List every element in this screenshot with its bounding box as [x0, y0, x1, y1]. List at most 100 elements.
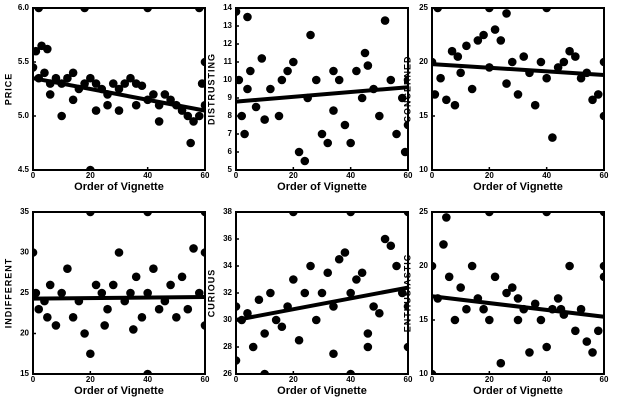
point — [154, 304, 164, 314]
point — [183, 111, 193, 121]
point — [45, 280, 55, 290]
point — [444, 272, 454, 282]
point — [392, 129, 401, 139]
point — [593, 326, 603, 336]
y-tick-label: 10 — [419, 165, 428, 174]
x-tick-label: 60 — [600, 375, 609, 384]
x-axis-label: Order of Vignette — [473, 181, 563, 193]
point — [530, 299, 540, 309]
points — [431, 211, 605, 375]
point — [363, 342, 373, 352]
y-axis-label: DISTRUSTING — [206, 53, 216, 125]
trend-line — [431, 294, 605, 319]
point — [243, 84, 252, 94]
x-tick-label: 40 — [143, 171, 152, 180]
plot-frame — [431, 211, 605, 375]
point — [450, 315, 460, 325]
point — [289, 57, 298, 67]
point — [63, 73, 72, 83]
point — [571, 52, 580, 61]
point — [86, 349, 95, 359]
point — [593, 90, 603, 99]
point — [542, 342, 551, 352]
point — [237, 111, 247, 121]
point — [266, 288, 275, 298]
point — [103, 100, 112, 110]
y-tick-label: 38 — [223, 207, 232, 216]
point — [166, 280, 175, 290]
x-tick-label: 20 — [485, 171, 494, 180]
x-axis-label: Order of Vignette — [277, 385, 367, 397]
point — [100, 321, 109, 330]
point — [183, 304, 193, 314]
point — [400, 147, 409, 157]
x-tick-label: 0 — [430, 171, 435, 180]
point — [32, 46, 41, 56]
x-tick-label: 40 — [346, 171, 355, 180]
point — [553, 63, 563, 72]
point — [360, 48, 370, 58]
x-tick-label: 20 — [485, 375, 494, 384]
point — [126, 288, 135, 298]
point — [588, 348, 597, 357]
point — [357, 93, 367, 103]
y-tick-label: 11 — [224, 57, 233, 66]
point — [375, 111, 384, 121]
y-tick-label: 15 — [419, 111, 428, 120]
point — [311, 315, 321, 325]
point — [40, 68, 49, 78]
trend-line — [32, 295, 206, 301]
x-tick-label: 40 — [346, 375, 355, 384]
point — [456, 68, 465, 78]
x-tick-label: 40 — [143, 375, 152, 384]
point — [254, 295, 264, 305]
x-tick-label: 0 — [31, 375, 36, 384]
point — [502, 79, 511, 88]
x-tick-label: 60 — [600, 171, 609, 180]
point — [375, 308, 384, 318]
point — [490, 272, 500, 282]
point — [43, 44, 52, 54]
x-tick-label: 60 — [404, 171, 413, 180]
point — [131, 272, 141, 282]
point — [108, 79, 118, 88]
point — [34, 304, 44, 314]
panel: 0 20 40 60 26 28 30 32 34 36 38 Order of Vignette CU… — [206, 207, 413, 397]
point — [114, 106, 124, 115]
y-tick-label: 6.0 — [18, 3, 30, 12]
point — [160, 90, 170, 99]
y-tick-label: 34 — [223, 261, 232, 270]
point — [131, 100, 141, 110]
point — [91, 280, 101, 290]
point — [513, 294, 523, 303]
y-axis-label: CURIOUS — [206, 269, 216, 318]
x-tick-label: 60 — [201, 171, 210, 180]
point — [137, 81, 147, 91]
point — [91, 106, 101, 115]
y-tick-label: 7 — [228, 129, 233, 138]
y-tick-label: 30 — [223, 315, 232, 324]
point — [542, 73, 551, 83]
point — [559, 57, 569, 67]
y-tick-label: 26 — [223, 369, 232, 378]
point — [513, 90, 523, 99]
x-tick-label: 60 — [201, 375, 210, 384]
point — [277, 322, 287, 332]
y-axis-label: PRICE — [3, 73, 13, 106]
panel: 0 20 40 60 10 15 20 25 Order of Vignette ENTHUSIA… — [402, 207, 609, 397]
y-tick-label: 12 — [223, 39, 232, 48]
point — [576, 73, 586, 83]
point — [479, 30, 488, 40]
trend-line — [32, 76, 206, 113]
y-tick-label: 10 — [419, 369, 428, 378]
point — [363, 329, 373, 338]
point — [363, 61, 373, 70]
point — [289, 275, 298, 284]
point — [108, 280, 118, 290]
point — [294, 335, 304, 345]
x-axis-label: Order of Vignette — [74, 181, 164, 193]
point — [189, 244, 198, 253]
point — [479, 304, 488, 314]
y-tick-label: 13 — [223, 21, 232, 30]
trend-line — [235, 85, 409, 104]
